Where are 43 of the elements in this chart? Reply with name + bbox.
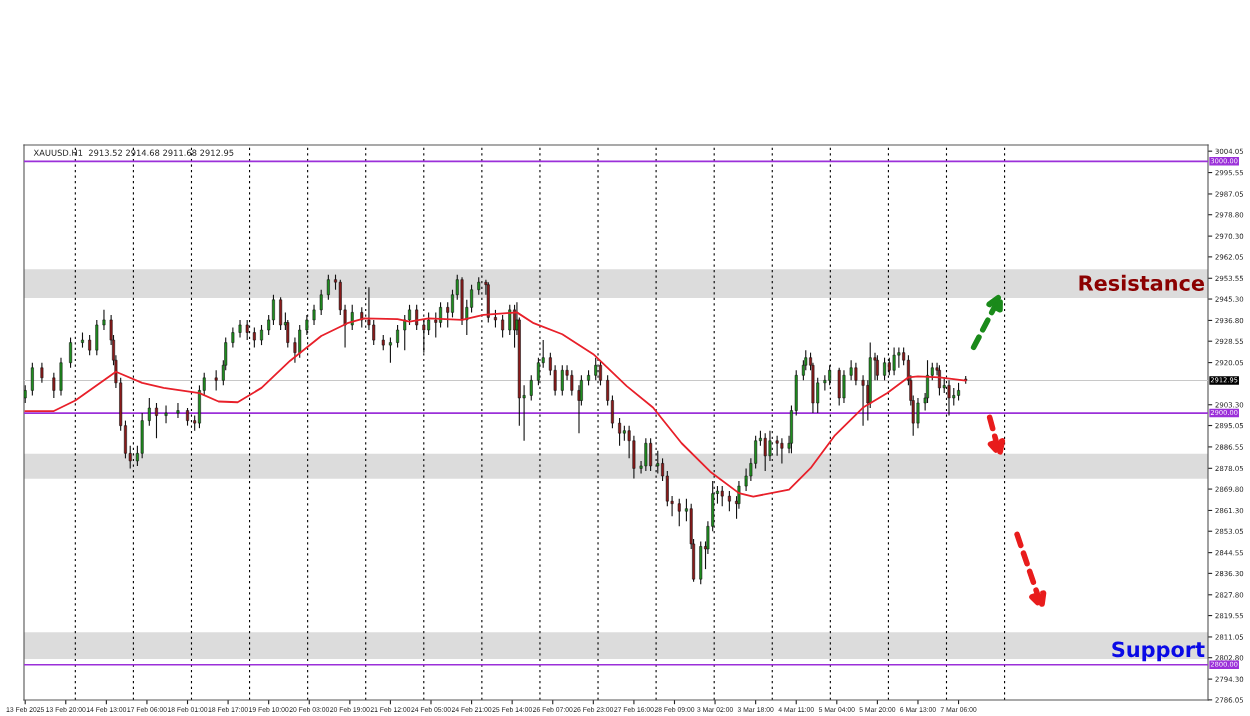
annotation: XAUUSD.H1 2913.52 2914.68 2911.68 2912.95 [33, 149, 234, 156]
candlestick [102, 309, 106, 331]
candlestick [656, 450, 660, 475]
candlestick [529, 374, 533, 402]
candlestick [350, 304, 354, 331]
candlestick [176, 402, 180, 419]
candlestick [606, 374, 610, 407]
candlestick [186, 407, 189, 427]
candlestick [610, 394, 614, 429]
candlestick [594, 357, 598, 381]
candlestick [147, 397, 151, 427]
candlestick [252, 326, 256, 349]
candlestick [727, 490, 731, 512]
candlestick [618, 417, 622, 447]
annotation: Support [1112, 641, 1205, 662]
candlestick [319, 289, 323, 316]
candlestick [88, 334, 92, 356]
candlestick [396, 324, 400, 349]
candlestick [861, 374, 865, 427]
candlestick [231, 326, 235, 349]
candlestick [52, 372, 56, 399]
candlestick [81, 331, 84, 349]
candlestick [508, 304, 512, 336]
candlestick [40, 362, 44, 384]
candlestick [326, 274, 330, 301]
candlestick [214, 369, 218, 391]
candlestick [720, 485, 724, 507]
candlestick [388, 336, 392, 364]
candlestick [677, 498, 681, 527]
annotation: Resistance [1079, 274, 1205, 291]
candlestick [245, 319, 249, 341]
candlestick [238, 319, 242, 339]
candlestick [155, 402, 158, 439]
candlestick [415, 304, 419, 331]
candlestick [30, 362, 34, 396]
candlestick [501, 314, 505, 339]
candlestick [69, 336, 73, 369]
candlestick [312, 304, 316, 326]
candlestick [823, 374, 827, 391]
candlestick [883, 357, 887, 381]
candlestick [434, 311, 438, 339]
candlestick [164, 404, 168, 424]
candlestick [260, 324, 263, 346]
